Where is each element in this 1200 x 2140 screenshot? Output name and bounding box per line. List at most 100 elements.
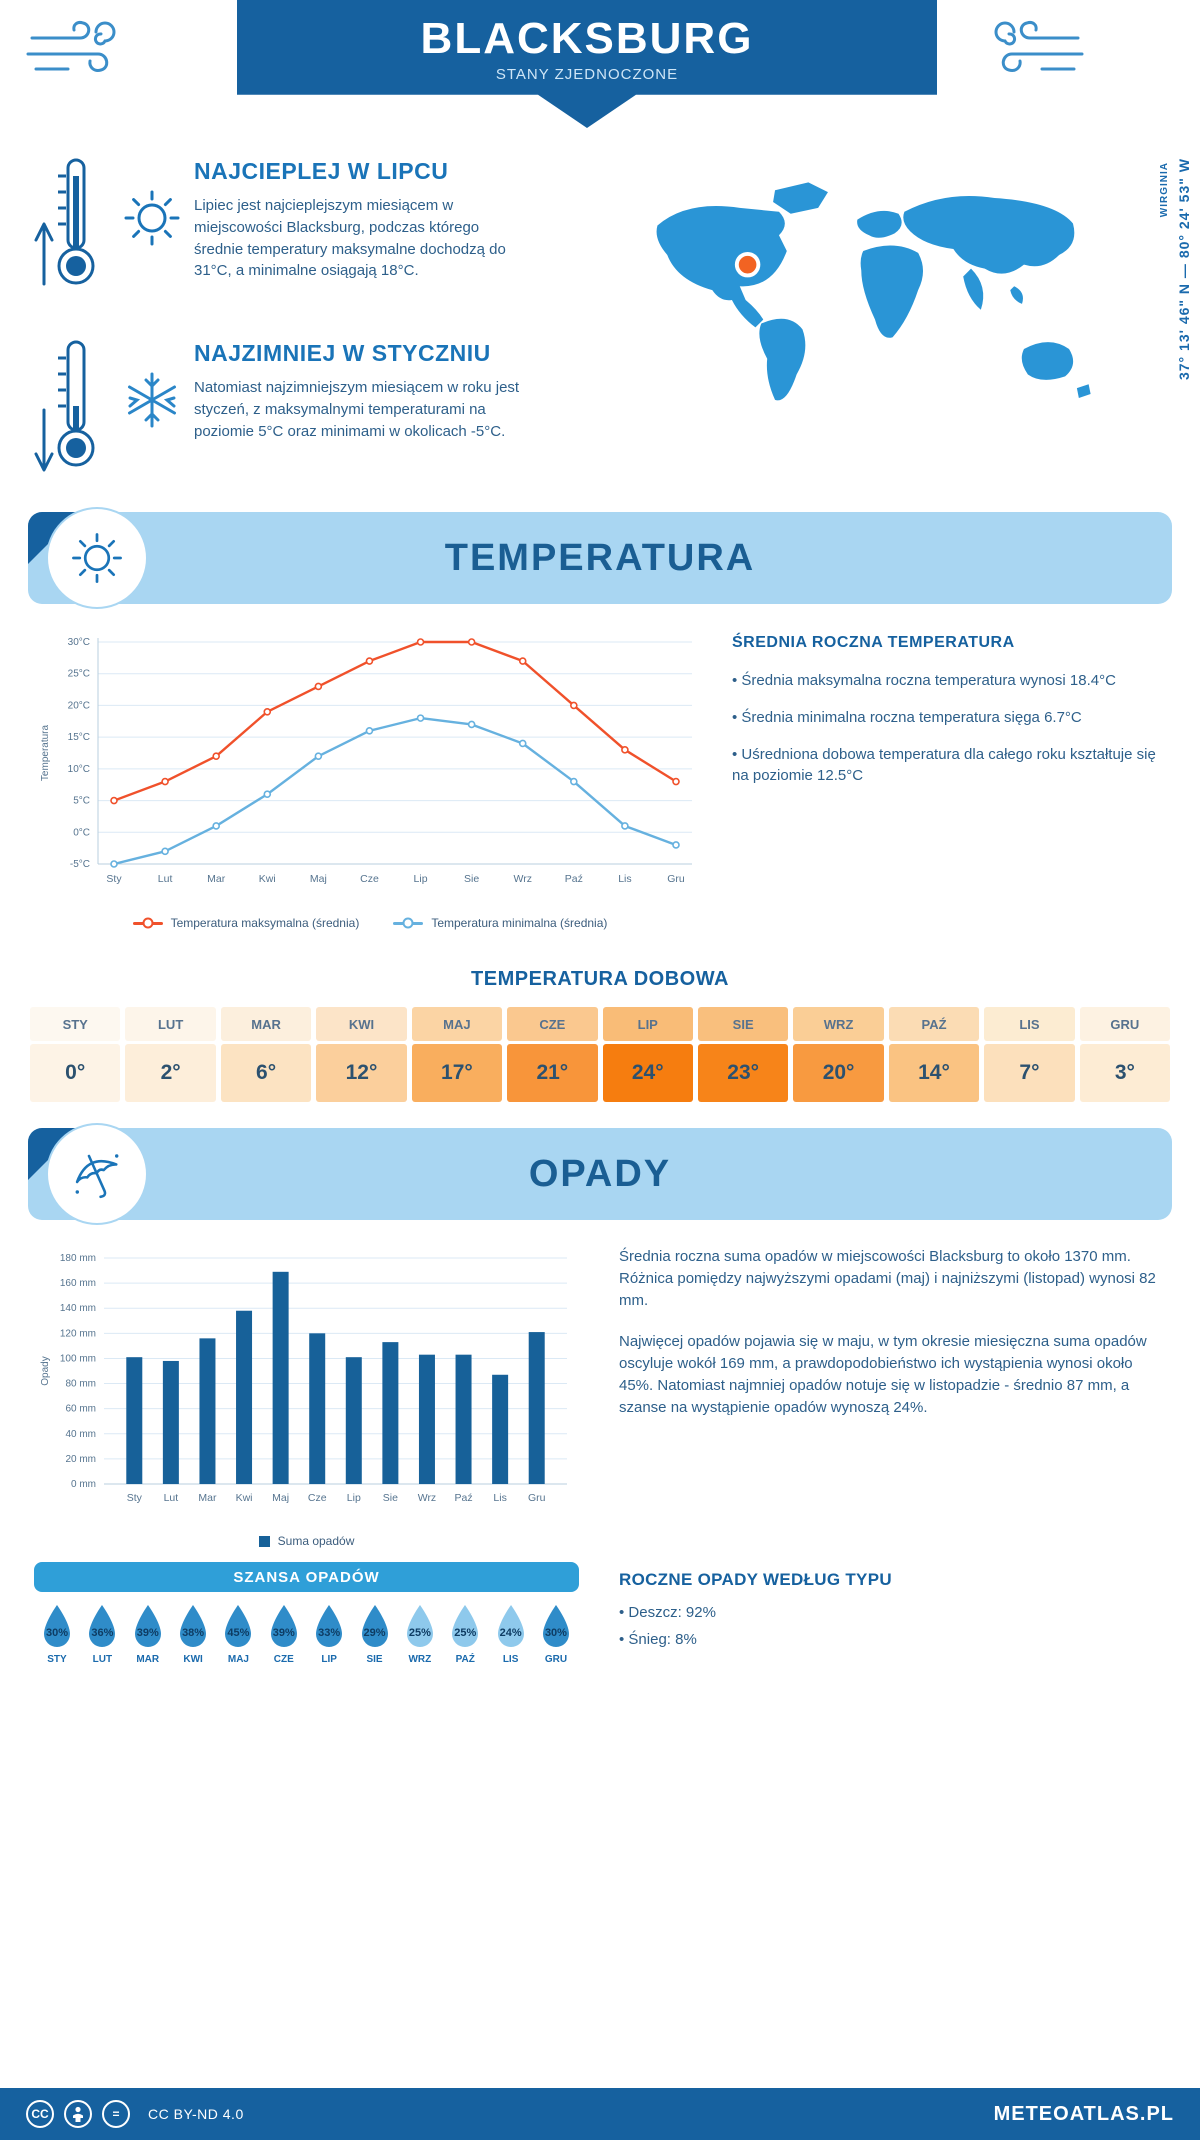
world-map: [630, 152, 1120, 486]
precip-chance-value: 30%: [45, 1627, 69, 1639]
raindrop-icon: [497, 1605, 524, 1647]
precip-chance-item: 24% LIS: [490, 1602, 532, 1665]
svg-text:Maj: Maj: [272, 1492, 289, 1504]
daily-temp-cell: CZE 21°: [507, 1007, 598, 1102]
daily-temp-cell: STY 0°: [30, 1007, 121, 1102]
geo-block: WIRGINIA 37° 13' 46" N — 80° 24' 53" W: [1159, 158, 1192, 380]
precip-band-icon-circle: [48, 1125, 146, 1223]
precip-chance-item: 36% LUT: [81, 1602, 123, 1665]
precip-chance-month: STY: [47, 1654, 67, 1665]
warmest-month-title: NAJCIEPLEJ W LIPCU: [194, 158, 449, 184]
precip-chance-month: MAR: [136, 1654, 160, 1665]
thermometer-warm-icon: [30, 152, 110, 304]
svg-text:Maj: Maj: [310, 873, 327, 885]
svg-text:Cze: Cze: [308, 1492, 327, 1504]
location-marker: [734, 251, 761, 278]
daily-temp-value: 6°: [220, 1044, 312, 1102]
warmest-month-block: NAJCIEPLEJ W LIPCU Lipiec jest najcieple…: [30, 152, 614, 304]
precip-type-box: ROCZNE OPADY WEDŁUG TYPU • Deszcz: 92% •…: [619, 1562, 1160, 1665]
daily-temp-cell: MAR 6°: [220, 1007, 312, 1102]
svg-text:30°C: 30°C: [68, 637, 90, 648]
footer: CC = CC BY-ND 4.0 METEOATLAS.PL: [0, 2088, 1200, 2140]
annual-temperature-panel: ŚREDNIA ROCZNA TEMPERATURA • Średnia mak…: [732, 628, 1160, 930]
daily-temp-value: 17°: [411, 1044, 503, 1102]
precip-chance-value: 36%: [91, 1627, 114, 1639]
precip-paragraph: Najwięcej opadów pojawia się w maju, w t…: [619, 1333, 1147, 1416]
svg-text:20°C: 20°C: [68, 700, 90, 711]
daily-temp-month: LIP: [602, 1007, 693, 1041]
precip-chance-month: PAŹ: [455, 1654, 475, 1665]
raindrop-icon: [452, 1605, 479, 1647]
svg-text:180 mm: 180 mm: [60, 1253, 96, 1264]
coldest-month-text: Natomiast najzimniejszym miesiącem w rok…: [194, 379, 520, 440]
daily-temp-value: 7°: [984, 1044, 1075, 1102]
annual-temp-bullet: • Średnia maksymalna roczna temperatura …: [732, 672, 1116, 689]
precip-chart-legend: Suma opadów: [34, 1534, 579, 1548]
svg-text:Gru: Gru: [667, 873, 685, 885]
attribution-icon[interactable]: [64, 2100, 92, 2128]
precip-chance-item: 30% STY: [36, 1602, 78, 1665]
precip-chance-value: 38%: [182, 1627, 205, 1639]
daily-temp-value: 14°: [888, 1044, 980, 1102]
precip-chance-month: LUT: [92, 1654, 113, 1665]
svg-text:Paź: Paź: [454, 1492, 472, 1504]
legend-label: Suma opadów: [277, 1534, 355, 1548]
raindrop-icon: [134, 1605, 161, 1647]
sun-band-icon: [68, 529, 126, 587]
daily-temp-cell: GRU 3°: [1079, 1007, 1171, 1102]
raindrop-icon: [316, 1605, 343, 1647]
svg-text:40 mm: 40 mm: [65, 1429, 96, 1440]
precip-chance-banner: SZANSA OPADÓW: [34, 1562, 579, 1592]
daily-temp-cell: MAJ 17°: [411, 1007, 503, 1102]
precip-chance-month: MAJ: [227, 1654, 249, 1665]
svg-text:Lis: Lis: [618, 873, 631, 885]
svg-text:160 mm: 160 mm: [60, 1278, 96, 1289]
daily-temp-title: TEMPERATURA DOBOWA: [471, 968, 729, 990]
svg-text:5°C: 5°C: [73, 796, 90, 807]
daily-temp-table: STY 0° LUT 2° MAR 6° KWI 12° MAJ 17° CZE 21° LIP 24° S…: [30, 1007, 1171, 1102]
daily-temp-cell: SIE 23°: [697, 1007, 789, 1102]
precip-chance-value: 30%: [544, 1627, 567, 1639]
svg-text:Kwi: Kwi: [236, 1492, 253, 1504]
precip-chance-month: KWI: [183, 1654, 203, 1665]
raindrop-icon: [270, 1605, 297, 1647]
legend-label: Temperatura maksymalna (średnia): [170, 916, 360, 930]
coldest-month-text-block: NAJZIMNIEJ W STYCZNIU Natomiast najzimni…: [194, 334, 524, 486]
svg-text:120 mm: 120 mm: [60, 1328, 96, 1339]
daily-temp-value: 0°: [30, 1044, 121, 1102]
daily-temp-value: 2°: [125, 1044, 216, 1102]
bottom-row: SZANSA OPADÓW 30% STY 36% LUT 39% MAR 38% KWI 45…: [0, 1548, 1200, 1665]
precip-chance-value: 39%: [136, 1627, 159, 1639]
precip-text-panel: Średnia roczna suma opadów w miejscowośc…: [619, 1242, 1160, 1548]
temperature-band-icon-circle: [48, 509, 146, 607]
daily-temp-value: 20°: [793, 1044, 884, 1102]
intro-section: NAJCIEPLEJ W LIPCU Lipiec jest najcieple…: [0, 132, 1200, 486]
legend-label: Temperatura minimalna (średnia): [431, 916, 608, 930]
precip-bar-chart-box: 0 mm 20 mm 40 mm 60 mm 80 mm 100 mm 120 mm 140 …: [34, 1242, 579, 1548]
daily-temp-month: STY: [30, 1007, 121, 1041]
license-label: CC BY-ND 4.0: [148, 2106, 244, 2122]
brand-link[interactable]: METEOATLAS.PL: [993, 2102, 1174, 2125]
precip-type-title: ROCZNE OPADY WEDŁUG TYPU: [619, 1570, 892, 1589]
precip-band-title: OPADY: [528, 1152, 672, 1195]
nd-icon[interactable]: =: [102, 2100, 130, 2128]
temperature-line-chart: -5°C 0°C 5°C 10°C 15°C 20°C 25°C 30°C Sty Lut Mar K…: [40, 637, 692, 885]
svg-text:Lip: Lip: [347, 1492, 361, 1504]
daily-temp-cell: LUT 2°: [125, 1007, 216, 1102]
svg-text:10°C: 10°C: [68, 764, 90, 775]
precip-chance-item: 25% PAŹ: [444, 1602, 486, 1665]
daily-temp-cell: WRZ 20°: [793, 1007, 884, 1102]
svg-text:Lut: Lut: [164, 1492, 179, 1504]
precip-chance-month: CZE: [273, 1654, 294, 1665]
precip-chance-value: 45%: [227, 1627, 250, 1639]
precip-chance-box: SZANSA OPADÓW 30% STY 36% LUT 39% MAR 38% KWI 45…: [34, 1562, 579, 1665]
cc-icon[interactable]: CC: [26, 2100, 54, 2128]
header: BLACKSBURG STANY ZJEDNOCZONE: [0, 0, 1200, 132]
daily-temp-month: LUT: [125, 1007, 216, 1041]
daily-temp-value: 3°: [1079, 1044, 1171, 1102]
daily-temp-value: 21°: [507, 1044, 598, 1102]
wind-icon-left: [26, 14, 122, 88]
precip-chance-value: 39%: [272, 1627, 295, 1639]
svg-text:Mar: Mar: [198, 1492, 217, 1504]
